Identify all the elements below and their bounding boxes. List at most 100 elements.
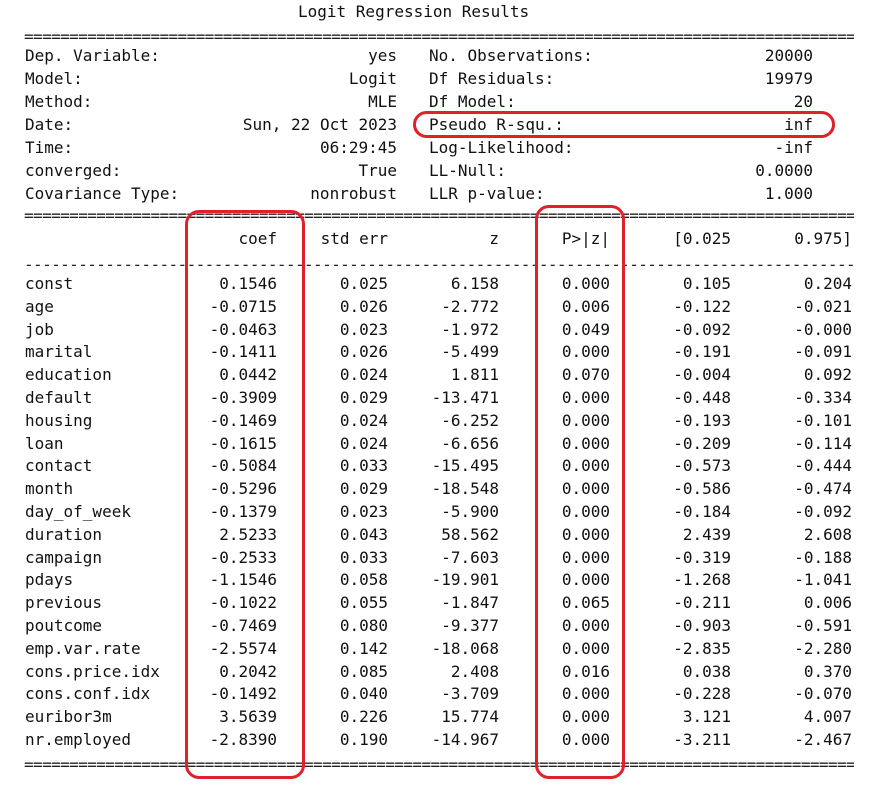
table-cell: -19.901 (431, 570, 499, 590)
table-cell: 0.000 (561, 684, 610, 704)
table-cell: 0.2042 (219, 661, 277, 681)
summary-label: Dep. Variable: (25, 46, 160, 65)
table-cell: -0.586 (673, 479, 731, 499)
row-variable-name: default (25, 388, 93, 407)
table-cell: -0.000 (794, 319, 852, 339)
double-rule-top: ========================================… (24, 31, 854, 43)
summary-label: Log-Likelihood: (429, 138, 574, 157)
table-cell: 0.000 (561, 616, 610, 635)
table-cell: -0.122 (673, 296, 731, 316)
table-cell: -0.091 (794, 342, 852, 362)
table-cell: -7.603 (441, 547, 499, 567)
row-variable-name: education (25, 365, 112, 385)
summary-label: Method: (25, 92, 93, 111)
row-variable-name: cons.price.idx (25, 661, 160, 681)
table-cell: -6.252 (441, 410, 499, 430)
table-cell: 0.024 (339, 433, 388, 453)
summary-title: Logit Regression Results (298, 2, 530, 21)
table-cell: -0.448 (673, 388, 731, 407)
table-cell: 15.774 (441, 707, 499, 727)
column-header: z (489, 229, 499, 248)
table-cell: 0.000 (561, 730, 610, 749)
table-cell: -5.900 (441, 502, 499, 521)
table-cell: 0.000 (561, 479, 610, 499)
table-cell: -0.211 (673, 593, 731, 613)
table-cell: -14.967 (431, 730, 499, 749)
table-cell: 1.811 (450, 365, 499, 385)
summary-label: Covariance Type: (25, 184, 180, 203)
table-cell: 0.029 (339, 479, 388, 499)
table-cell: 0.029 (339, 388, 388, 407)
summary-value: MLE (368, 92, 397, 111)
row-variable-name: housing (25, 410, 93, 430)
summary-value: 20 (793, 92, 813, 111)
table-cell: -0.2533 (209, 547, 277, 567)
table-cell: -0.573 (673, 456, 731, 476)
table-cell: -0.1469 (209, 410, 277, 430)
summary-value: Logit (348, 69, 397, 88)
column-header: [0.025 (673, 229, 731, 248)
table-cell: -0.193 (673, 410, 731, 430)
table-cell: 0.000 (561, 433, 610, 453)
summary-value: yes (368, 46, 397, 65)
summary-label: No. Observations: (429, 46, 593, 65)
table-cell: -0.184 (673, 502, 731, 521)
table-cell: -0.228 (673, 684, 731, 704)
table-cell: 0.000 (561, 638, 610, 658)
table-cell: -1.268 (673, 570, 731, 590)
row-variable-name: duration (25, 524, 103, 544)
table-cell: 0.000 (561, 342, 610, 362)
table-cell: -0.319 (673, 547, 731, 567)
summary-label: Df Model: (429, 92, 516, 111)
table-cell: 0.006 (803, 593, 852, 613)
table-cell: -18.068 (431, 638, 499, 658)
row-variable-name: campaign (25, 547, 103, 567)
double-rule-mid: ========================================… (24, 210, 854, 222)
table-cell: -0.0715 (209, 296, 277, 316)
summary-label: LLR p-value: (429, 184, 545, 203)
table-cell: -0.591 (794, 616, 852, 635)
table-cell: -1.041 (794, 570, 852, 590)
table-cell: -0.334 (794, 388, 852, 407)
table-cell: 0.0442 (219, 365, 277, 385)
table-cell: -1.972 (441, 319, 499, 339)
table-cell: 2.608 (803, 524, 852, 544)
summary-value: Sun, 22 Oct 2023 (242, 115, 397, 134)
table-cell: -0.209 (673, 433, 731, 453)
table-cell: 0.065 (561, 593, 610, 613)
row-variable-name: contact (25, 456, 93, 476)
table-cell: 0.033 (339, 456, 388, 476)
table-cell: 0.000 (561, 570, 610, 590)
table-cell: -0.1411 (209, 342, 277, 362)
table-cell: 2.408 (450, 661, 499, 681)
summary-label: Df Residuals: (429, 69, 555, 88)
table-cell: 2.5233 (219, 524, 277, 544)
table-cell: 0.226 (339, 707, 388, 727)
summary-value: 0.0000 (755, 161, 813, 180)
row-variable-name: emp.var.rate (25, 638, 141, 658)
table-cell: 0.058 (339, 570, 388, 590)
table-cell: -13.471 (431, 388, 499, 407)
table-cell: 0.092 (803, 365, 852, 385)
table-cell: -2.8390 (209, 730, 277, 749)
table-cell: 0.070 (561, 365, 610, 385)
table-cell: 0.190 (339, 730, 388, 749)
table-cell: -6.656 (441, 433, 499, 453)
table-cell: -3.211 (673, 730, 731, 749)
table-cell: 0.038 (682, 661, 731, 681)
highlight-pseudo-r2 (413, 111, 835, 138)
table-cell: -0.5296 (209, 479, 277, 499)
row-variable-name: const (25, 274, 74, 293)
table-cell: 0.006 (561, 296, 610, 316)
table-cell: 3.121 (682, 707, 731, 727)
table-cell: 0.023 (339, 319, 388, 339)
column-header: std err (320, 229, 388, 248)
summary-value: True (358, 161, 397, 180)
summary-label: converged: (25, 161, 122, 180)
row-variable-name: nr.employed (25, 730, 131, 749)
table-cell: 0.040 (339, 684, 388, 704)
table-cell: 0.033 (339, 547, 388, 567)
table-cell: -0.092 (794, 502, 852, 521)
table-cell: -0.7469 (209, 616, 277, 635)
summary-value: 1.000 (764, 184, 813, 203)
